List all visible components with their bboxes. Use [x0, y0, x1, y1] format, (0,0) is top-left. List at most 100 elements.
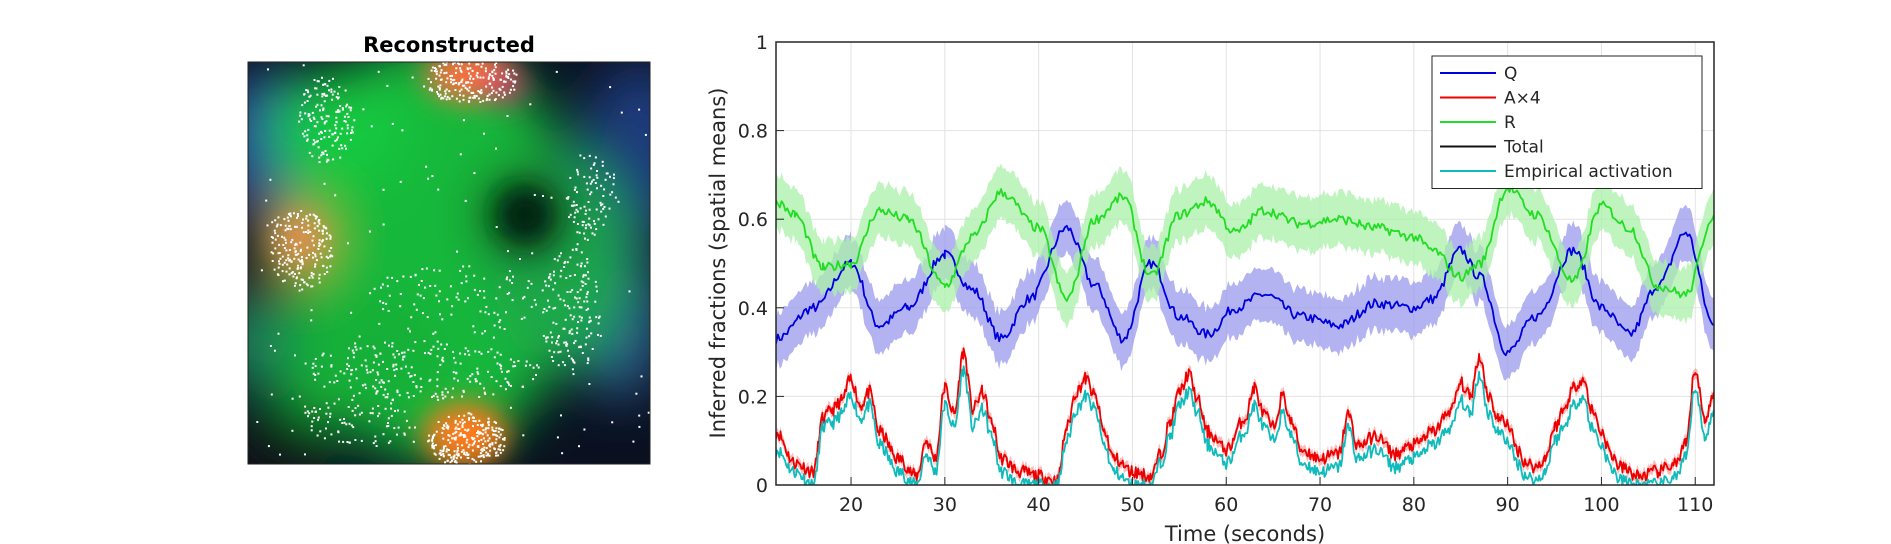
spike-dot [463, 436, 465, 438]
spike-dot [512, 365, 515, 368]
spike-dot [299, 250, 302, 252]
spike-dot [449, 75, 452, 78]
spike-dot [352, 351, 355, 354]
spike-dot [315, 87, 318, 90]
spike-dot [580, 280, 583, 283]
spike-dot [571, 368, 574, 371]
spike-dot [491, 74, 494, 77]
spike-dot [457, 453, 460, 455]
spike-dot [348, 441, 351, 444]
spike-dot [600, 204, 602, 207]
spike-dot [557, 343, 560, 346]
spike-dot [429, 378, 432, 381]
spike-dot [452, 387, 455, 390]
spike-dot [409, 275, 412, 278]
spike-dot [571, 289, 574, 292]
spike-dot [414, 426, 416, 429]
spike-dot [391, 342, 394, 345]
spike-dot [295, 243, 298, 246]
spike-dot [305, 215, 308, 218]
spike-dot [611, 421, 614, 424]
spike-dot [434, 444, 437, 447]
spike-dot [287, 219, 290, 222]
spike-dot [301, 132, 304, 135]
spike-dot [552, 274, 555, 277]
spike-dot [595, 316, 598, 319]
spike-dot [542, 195, 544, 197]
band-2 [776, 158, 1714, 330]
spike-dot [317, 146, 320, 149]
spike-dot [501, 370, 503, 373]
spike-dot [583, 232, 586, 235]
spike-dot [477, 90, 480, 93]
spike-dot [506, 276, 509, 279]
spike-dot [448, 454, 451, 457]
spike-dot [273, 349, 276, 352]
legend-label: A×4 [1504, 89, 1541, 109]
spike-dot [485, 305, 488, 308]
spike-dot [487, 76, 490, 79]
spike-dot [491, 443, 494, 446]
spike-dot [301, 278, 304, 281]
spike-dot [317, 416, 320, 419]
spike-dot [307, 115, 310, 118]
spike-dot [480, 89, 483, 92]
spike-dot [480, 438, 483, 441]
spike-dot [560, 414, 562, 417]
spike-dot [289, 228, 292, 231]
spike-dot [341, 107, 344, 110]
spike-dot [555, 322, 558, 325]
spike-dot [467, 350, 470, 353]
spike-dot [580, 316, 583, 319]
spike-dot [577, 173, 580, 176]
spike-dot [328, 249, 331, 252]
spike-dot [469, 96, 472, 99]
spike-dot [461, 424, 464, 427]
spike-dot [467, 89, 470, 92]
spike-dot [296, 213, 299, 215]
spike-dot [308, 276, 311, 279]
spike-dot [526, 286, 529, 289]
spike-dot [485, 99, 488, 102]
spike-dot [588, 321, 591, 324]
spike-dot [434, 284, 437, 287]
spike-dot [566, 197, 569, 200]
spike-dot [446, 424, 449, 427]
spike-dot [486, 95, 489, 97]
spike-dot [391, 345, 394, 348]
spike-dot [436, 385, 439, 388]
spike-dot [482, 99, 485, 102]
spike-dot [312, 116, 315, 119]
spike-dot [597, 322, 600, 325]
spike-dot [466, 88, 469, 91]
spike-dot [459, 434, 462, 437]
spike-dot [419, 377, 422, 380]
y-tick-label: 0.2 [738, 386, 768, 408]
spike-dot [473, 172, 476, 175]
spike-dot [412, 440, 415, 443]
spike-dot [372, 442, 375, 445]
spike-dot [498, 87, 501, 90]
spike-dot [492, 433, 495, 436]
spike-dot [454, 361, 457, 364]
spike-dot [324, 150, 327, 152]
spike-dot [582, 274, 585, 277]
spike-dot [318, 156, 321, 159]
spike-dot [563, 262, 566, 264]
spike-dot [310, 274, 313, 277]
spike-dot [586, 291, 589, 294]
spike-dot [567, 196, 570, 199]
spike-dot [587, 307, 590, 310]
spike-dot [564, 260, 567, 263]
spike-dot [320, 154, 323, 157]
spike-dot [298, 120, 301, 123]
spike-dot [313, 118, 316, 121]
reconstructed-title: Reconstructed [363, 33, 535, 57]
spike-dot [399, 293, 402, 295]
spike-dot [329, 412, 332, 415]
spike-dot [350, 369, 353, 372]
spike-dot [382, 223, 385, 226]
spike-dot [327, 159, 330, 162]
spike-dot [472, 325, 475, 328]
reconstructed-panel: Reconstructed [247, 33, 651, 465]
